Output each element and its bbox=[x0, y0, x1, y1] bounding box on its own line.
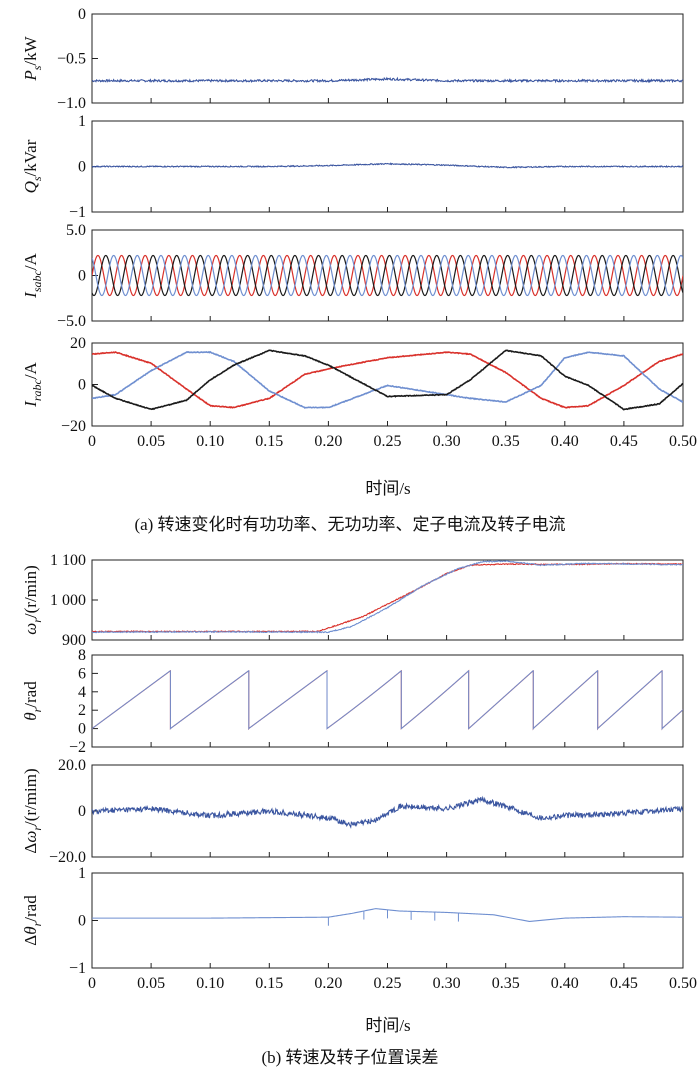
y-tick-label: 900 bbox=[62, 632, 86, 649]
y-tick-label: 0 bbox=[78, 913, 86, 930]
y-tick-label: 4 bbox=[78, 684, 86, 701]
series-group bbox=[92, 669, 683, 731]
x-tick-label: 0.35 bbox=[492, 975, 520, 992]
x-tick-label: 0 bbox=[88, 433, 96, 450]
panel-qs: 1 0 −1 Qs/kVar bbox=[21, 113, 684, 221]
y-axis-label-dwr: Δωr/(r/mim) bbox=[21, 768, 44, 853]
x-tick-label: 0.35 bbox=[492, 433, 520, 450]
y-tick-label: 5.0 bbox=[66, 222, 86, 239]
y-tick-label: 0 bbox=[78, 268, 86, 285]
y-tick-label: 2 bbox=[78, 702, 86, 719]
x-tick-label: 0.50 bbox=[669, 433, 697, 450]
x-axis-label-a: 时间/s bbox=[365, 479, 410, 498]
x-tick-label: 0.40 bbox=[551, 433, 579, 450]
series-group bbox=[92, 560, 683, 634]
series-line-blue bbox=[92, 795, 683, 829]
y-tick-label: 0 bbox=[78, 159, 86, 176]
x-tick-label: 0.25 bbox=[374, 975, 402, 992]
y-tick-label: 20 bbox=[70, 335, 86, 352]
x-tick-label: 0.25 bbox=[374, 433, 402, 450]
y-tick-label: −20.0 bbox=[49, 849, 86, 866]
series-line-black bbox=[92, 349, 683, 411]
y-tick-label: 0 bbox=[78, 721, 86, 738]
x-tick-label: 0.15 bbox=[255, 975, 283, 992]
series-group bbox=[92, 908, 683, 926]
series-line-red bbox=[92, 254, 683, 297]
plot-frame bbox=[91, 654, 684, 748]
y-tick-label: 6 bbox=[78, 665, 86, 682]
series-line-lightblue bbox=[92, 350, 683, 409]
series-group bbox=[92, 795, 683, 829]
y-tick-label: −0.5 bbox=[57, 51, 86, 68]
x-tick-label: 0.20 bbox=[314, 433, 342, 450]
series-line-lightblue bbox=[92, 908, 683, 923]
plot-frame bbox=[91, 559, 684, 641]
caption-b: (b) 转速及转子位置误差 bbox=[261, 1048, 438, 1067]
y-tick-label: −5.0 bbox=[57, 313, 86, 330]
panel-dwr: 20.0 0 −20.0 Δωr/(r/mim) bbox=[21, 757, 684, 866]
panel-wr: 1 100 1 000 900 ωr/(r/min) bbox=[21, 552, 684, 649]
series-group bbox=[92, 349, 683, 411]
y-tick-label: 0 bbox=[78, 803, 86, 820]
series-line-red bbox=[92, 669, 683, 731]
panel-ps: 0 −0.5 −1.0 Ps/kW bbox=[21, 6, 684, 112]
y-tick-label: −1.0 bbox=[57, 95, 86, 112]
x-tick-label: 0.05 bbox=[137, 433, 165, 450]
series-line-red bbox=[92, 351, 683, 409]
x-tick-label: 0.10 bbox=[196, 433, 224, 450]
series-line-lightblue bbox=[92, 560, 683, 634]
panel-thr: 86 42 0−2 θr/rad bbox=[21, 647, 684, 756]
series-line-blue bbox=[92, 76, 683, 84]
y-axis-label-irabc: Irabc/A bbox=[21, 361, 44, 407]
x-tick-label: 0 bbox=[88, 975, 96, 992]
series-group bbox=[92, 162, 683, 169]
y-tick-label: 1 100 bbox=[50, 552, 86, 569]
x-tick-label: 0.20 bbox=[314, 975, 342, 992]
y-tick-label: 8 bbox=[78, 647, 86, 664]
panel-dthr: 10−10 0.05 0.10 0.15 0.20 0.25 0.30 0.35 0.40 0.4… bbox=[21, 865, 697, 992]
series-line-blue bbox=[92, 162, 683, 169]
y-tick-label: 1 000 bbox=[50, 592, 86, 609]
y-tick-label: 0 bbox=[78, 377, 86, 394]
x-tick-label: 0.30 bbox=[433, 433, 461, 450]
x-tick-label: 0.15 bbox=[255, 433, 283, 450]
y-axis-label-dthr: Δθr/rad bbox=[21, 895, 44, 946]
x-tick-label: 0.05 bbox=[137, 975, 165, 992]
y-tick-label: 1 bbox=[78, 865, 86, 882]
plot-frame bbox=[91, 872, 684, 969]
x-tick-label: 0.10 bbox=[196, 975, 224, 992]
series-line-red bbox=[92, 562, 683, 633]
y-axis-label-qs: Qs/kVar bbox=[21, 139, 44, 193]
y-axis-label-ps: Ps/kW bbox=[21, 35, 44, 81]
caption-a: (a) 转速变化时有功功率、无功功率、定子电流及转子电流 bbox=[134, 515, 565, 534]
y-tick-label: −1 bbox=[69, 960, 86, 977]
series-line-lightblue bbox=[92, 254, 683, 297]
y-tick-label: 1 bbox=[78, 113, 86, 130]
x-tick-label: 0.40 bbox=[551, 975, 579, 992]
y-tick-label: −20 bbox=[61, 418, 86, 435]
y-tick-label: 20.0 bbox=[58, 757, 86, 774]
x-tick-label: 0.50 bbox=[669, 975, 697, 992]
series-group bbox=[92, 254, 683, 297]
series-line-black bbox=[92, 254, 683, 297]
x-tick-label: 0.45 bbox=[610, 433, 638, 450]
panel-isabc: 5.0 0 −5.0 Isabc/A bbox=[21, 222, 684, 330]
y-tick-label: −2 bbox=[69, 739, 86, 756]
y-axis-label-isabc: Isabc/A bbox=[21, 252, 44, 298]
plot-frame bbox=[91, 13, 684, 104]
y-tick-label: 0 bbox=[78, 6, 86, 23]
y-axis-label-thr: θr/rad bbox=[21, 681, 44, 721]
x-tick-label: 0.45 bbox=[610, 975, 638, 992]
series-line-lightblue bbox=[92, 670, 683, 731]
panel-irabc: 200−200 0.05 0.10 0.15 0.20 0.25 0.30 0.35 0.40 0… bbox=[21, 335, 697, 450]
series-group bbox=[92, 76, 683, 84]
y-tick-label: −1 bbox=[69, 204, 86, 221]
x-axis-label-b: 时间/s bbox=[365, 1016, 410, 1035]
x-tick-label: 0.30 bbox=[433, 975, 461, 992]
y-axis-label-wr: ωr/(r/min) bbox=[21, 565, 44, 635]
